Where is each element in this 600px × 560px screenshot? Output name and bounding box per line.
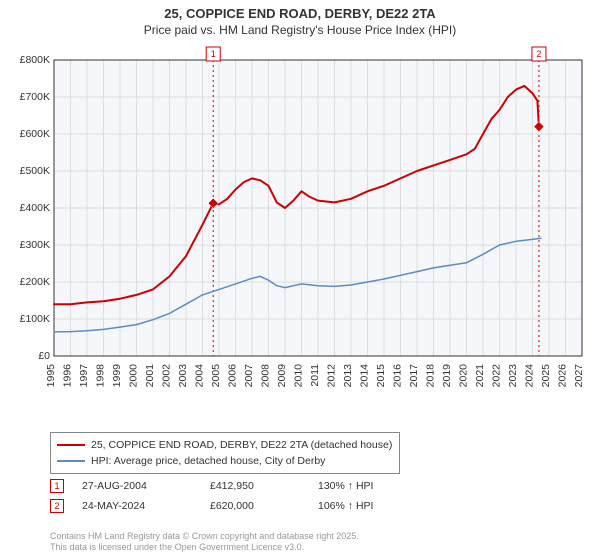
sale-price: £412,950 (210, 480, 300, 492)
svg-text:2025: 2025 (540, 364, 552, 388)
svg-text:1996: 1996 (62, 364, 74, 388)
legend-label: 25, COPPICE END ROAD, DERBY, DE22 2TA (d… (91, 439, 392, 451)
svg-text:2009: 2009 (276, 364, 288, 388)
svg-text:2015: 2015 (375, 364, 387, 388)
chart-area: £0 £100K £200K £300K £400K £500K £600K £700K £80… (10, 46, 590, 396)
sale-date: 27-AUG-2004 (82, 480, 192, 492)
svg-text:£800K: £800K (20, 54, 50, 66)
svg-text:£0: £0 (38, 350, 50, 362)
sale-hpi: 130% ↑ HPI (318, 480, 428, 492)
svg-text:1999: 1999 (111, 364, 123, 388)
svg-text:2008: 2008 (260, 364, 272, 388)
legend-label: HPI: Average price, detached house, City… (91, 455, 325, 467)
sale-hpi: 106% ↑ HPI (318, 500, 428, 512)
sale-badge: 1 (50, 479, 64, 493)
svg-text:1: 1 (211, 49, 216, 59)
svg-text:2013: 2013 (342, 364, 354, 388)
svg-text:2: 2 (536, 49, 541, 59)
svg-text:£600K: £600K (20, 128, 50, 140)
title-subtitle: Price paid vs. HM Land Registry's House … (0, 23, 600, 37)
svg-text:2027: 2027 (573, 364, 585, 388)
svg-text:£100K: £100K (20, 313, 50, 325)
svg-text:2021: 2021 (474, 364, 486, 388)
sale-price: £620,000 (210, 500, 300, 512)
title-address: 25, COPPICE END ROAD, DERBY, DE22 2TA (0, 6, 600, 21)
svg-text:2020: 2020 (458, 364, 470, 388)
svg-text:2023: 2023 (507, 364, 519, 388)
chart-container: 25, COPPICE END ROAD, DERBY, DE22 2TA Pr… (0, 0, 600, 560)
svg-text:2022: 2022 (491, 364, 503, 388)
legend-item: 25, COPPICE END ROAD, DERBY, DE22 2TA (d… (57, 437, 393, 453)
svg-text:2003: 2003 (177, 364, 189, 388)
sale-date: 24-MAY-2024 (82, 500, 192, 512)
legend-swatch (57, 460, 85, 462)
svg-text:£400K: £400K (20, 202, 50, 214)
svg-text:£200K: £200K (20, 276, 50, 288)
svg-text:2000: 2000 (128, 364, 140, 388)
svg-text:2002: 2002 (161, 364, 173, 388)
svg-text:£500K: £500K (20, 165, 50, 177)
chart-svg: £0 £100K £200K £300K £400K £500K £600K £700K £80… (10, 46, 590, 396)
legend-item: HPI: Average price, detached house, City… (57, 453, 393, 469)
footer-line1: Contains HM Land Registry data © Crown c… (50, 531, 359, 543)
svg-text:2001: 2001 (144, 364, 156, 388)
legend-swatch (57, 444, 85, 446)
svg-text:1997: 1997 (78, 364, 90, 388)
title-block: 25, COPPICE END ROAD, DERBY, DE22 2TA Pr… (0, 0, 600, 41)
svg-text:2024: 2024 (524, 364, 536, 388)
svg-text:2016: 2016 (392, 364, 404, 388)
svg-text:2010: 2010 (293, 364, 305, 388)
svg-text:2005: 2005 (210, 364, 222, 388)
sale-badge: 2 (50, 499, 64, 513)
legend: 25, COPPICE END ROAD, DERBY, DE22 2TA (d… (50, 432, 400, 474)
svg-text:2004: 2004 (194, 364, 206, 388)
svg-text:1998: 1998 (95, 364, 107, 388)
sale-list: 1 27-AUG-2004 £412,950 130% ↑ HPI 2 24-M… (50, 476, 550, 516)
svg-text:2014: 2014 (359, 364, 371, 388)
svg-text:2011: 2011 (309, 364, 321, 387)
svg-text:2012: 2012 (326, 364, 338, 388)
svg-text:2006: 2006 (227, 364, 239, 388)
svg-text:2019: 2019 (441, 364, 453, 388)
svg-text:1995: 1995 (45, 364, 57, 388)
svg-text:2017: 2017 (408, 364, 420, 388)
svg-text:2007: 2007 (243, 364, 255, 388)
sale-row: 2 24-MAY-2024 £620,000 106% ↑ HPI (50, 496, 550, 516)
svg-text:2018: 2018 (425, 364, 437, 388)
footer-line2: This data is licensed under the Open Gov… (50, 542, 359, 554)
svg-text:2026: 2026 (557, 364, 569, 388)
svg-text:£300K: £300K (20, 239, 50, 251)
svg-text:£700K: £700K (20, 91, 50, 103)
sale-row: 1 27-AUG-2004 £412,950 130% ↑ HPI (50, 476, 550, 496)
footer: Contains HM Land Registry data © Crown c… (50, 531, 359, 554)
